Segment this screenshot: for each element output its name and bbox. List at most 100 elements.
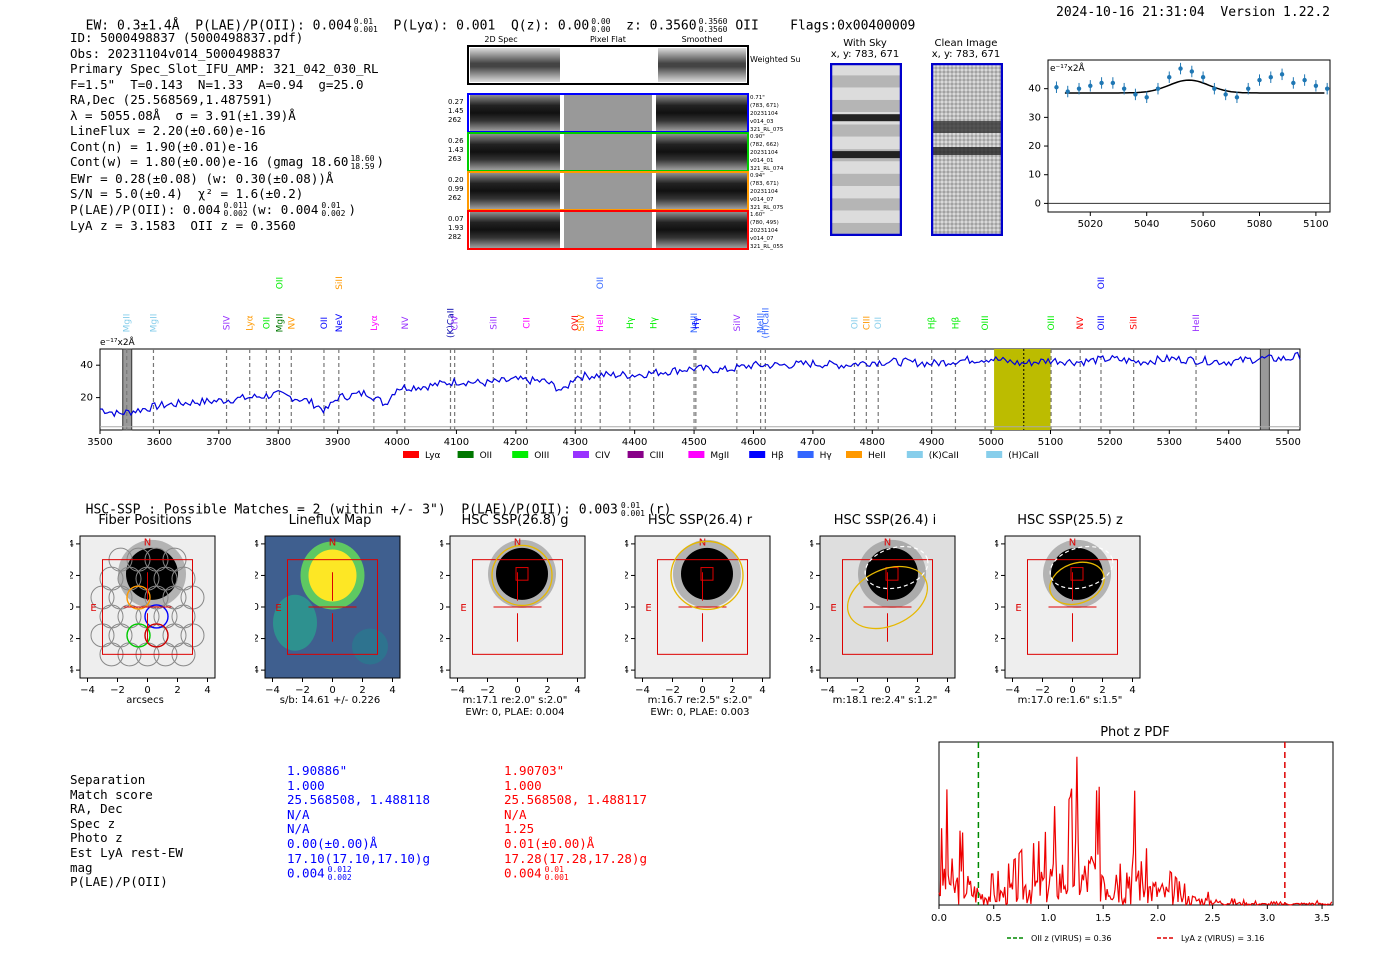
info-plae-w-end: ) xyxy=(348,201,356,217)
header-qz-sub: 0.00 xyxy=(591,25,611,34)
spectrum-line-label: NeIII xyxy=(757,313,767,333)
photz-legend-label: OII z (VIRUS) = 0.36 xyxy=(1031,934,1111,943)
table-cell: 0.00(±0.00)Å xyxy=(287,835,378,851)
hsc-match-sub: 0.001 xyxy=(620,509,645,518)
hsc-xtick: −2 xyxy=(665,685,680,696)
spectrum-xtick: 5100 xyxy=(1038,437,1063,448)
hsc-xtick: 2 xyxy=(729,685,735,696)
hsc-ytick: 0 xyxy=(255,602,259,613)
legend-swatch xyxy=(986,451,1003,458)
cutout-row-left-text: 263 xyxy=(448,155,461,163)
table-label: Photo z xyxy=(70,830,123,846)
table-label: RA, Dec xyxy=(70,801,123,817)
cutout-pixel-flat xyxy=(564,133,652,171)
spectrum-line-label: SIV xyxy=(223,315,233,330)
col1-sub: 0.002 xyxy=(327,873,352,883)
cutout-row-left-text: 0.26 xyxy=(448,137,464,145)
search-box xyxy=(842,559,933,655)
hsc-ytick: 0 xyxy=(625,602,629,613)
spectrum-line-label: (H)CaII xyxy=(761,308,771,339)
info-contw-row: Cont(w) = 1.80(±0.00)e-16 (gmag 18.60 18.… xyxy=(70,154,384,171)
cutout-row-right-text: 20231104 xyxy=(750,228,778,234)
cutout-row-right-text: v014_07 xyxy=(750,197,774,203)
source-blob xyxy=(496,547,548,600)
table-label: mag xyxy=(70,859,93,875)
hsc-xtick: 4 xyxy=(574,685,580,696)
table-label: Est LyA rest-EW xyxy=(70,844,183,860)
spectrum-line-label: SiIV xyxy=(733,314,743,332)
search-box xyxy=(472,559,563,655)
hsc-panel-title: HSC SSP(25.5) z xyxy=(1017,513,1123,528)
legend-swatch xyxy=(749,451,766,458)
hsc-xtick: 0 xyxy=(514,685,520,696)
spectrum-line-label: NV xyxy=(1076,316,1086,330)
spectrum-xtick: 5400 xyxy=(1216,437,1241,448)
zoom-data-point xyxy=(1144,95,1149,100)
info-obs: Obs: 20231104v014_5000498837 xyxy=(70,45,281,61)
header-z-sup: 0.3560 xyxy=(698,17,728,26)
weighted-sum-label: Weighted Sum xyxy=(750,55,800,64)
legend-label: HeII xyxy=(868,451,886,461)
hsc-ytick: 0 xyxy=(995,602,999,613)
spectrum-line-label: OII xyxy=(320,317,330,329)
fiber-highlight xyxy=(126,623,151,648)
hsc-ytick: −2 xyxy=(255,634,259,645)
weighted-sum-smoothed xyxy=(658,48,746,82)
spectrum-line-label: MgII xyxy=(123,314,133,333)
fiber-highlight xyxy=(126,585,151,610)
legend-label: Hβ xyxy=(771,451,784,461)
spectrum-line-label: SiIV xyxy=(577,314,587,332)
hsc-ytick: 4 xyxy=(625,539,629,550)
legend-swatch xyxy=(457,451,474,458)
hsc-xtick: −2 xyxy=(480,685,495,696)
hsc-panel: Lineflux Map N E −4 −4 −2 −2 0 0 2 2 4 4 s/b: 14.61 +… xyxy=(255,513,405,723)
aperture-ellipse xyxy=(846,565,929,630)
hsc-panel-title: HSC SSP(26.4) r xyxy=(647,513,753,528)
cutout-row-left-text: 282 xyxy=(448,233,461,241)
cutout-row-right-text: (783, 671) xyxy=(750,103,779,109)
spectrum-line-label: NeIII xyxy=(690,313,700,333)
cutout-row-left-text: 1.43 xyxy=(448,146,464,154)
clean-image-coords: x, y: 783, 671 xyxy=(931,49,1001,60)
info-contw-sub: 18.59 xyxy=(350,161,375,171)
cutout-row-right-text: 0.71" xyxy=(750,95,765,101)
hsc-xtick: 2 xyxy=(914,685,920,696)
hsc-xtick: −4 xyxy=(1005,685,1020,696)
zoom-data-point xyxy=(1291,80,1296,86)
cutout-row-right-text: 321_RL_075 xyxy=(750,127,784,133)
table-cell: 0.01(±0.00)Å xyxy=(504,835,595,851)
spectrum-line-label: OII xyxy=(275,277,285,289)
cutout-header-2d: 2D Spec xyxy=(484,35,517,44)
version: Version 1.22.2 xyxy=(1220,5,1330,20)
hsc-ytick: 0 xyxy=(810,602,814,613)
spectrum-xtick: 5300 xyxy=(1157,437,1182,448)
spectrum-ylabel: e⁻¹⁷x2Å xyxy=(100,336,136,348)
table-cell: N/A xyxy=(504,806,527,822)
col1-sup: 0.012 xyxy=(327,865,352,875)
hsc-ytick: 2 xyxy=(255,570,259,581)
north-marker: N xyxy=(699,537,706,548)
hsc-xtick: −2 xyxy=(1035,685,1050,696)
hsc-match-text: HSC-SSP : Possible Matches = 2 (within +… xyxy=(85,502,618,518)
photz-xtick: 0.0 xyxy=(931,913,947,924)
search-box xyxy=(657,559,748,655)
header-flags: Flags:0x00400009 xyxy=(790,18,916,34)
cutout-2d xyxy=(470,211,560,249)
legend-label: CIII xyxy=(650,451,664,461)
hsc-ytick: 2 xyxy=(810,570,814,581)
hsc-xtick: −2 xyxy=(295,685,310,696)
spectrum-xtick: 3800 xyxy=(265,437,290,448)
cutout-row-right-text: 20231104 xyxy=(750,150,778,156)
cutout-header-smoothed: Smoothed xyxy=(682,35,723,44)
legend-swatch xyxy=(573,451,589,458)
cutout-smoothed xyxy=(656,172,748,210)
match-marker xyxy=(515,567,529,581)
photz-xtick: 2.0 xyxy=(1150,913,1166,924)
hsc-ytick: −2 xyxy=(995,634,999,645)
photz-xtick: 1.5 xyxy=(1095,913,1111,924)
hsc-ytick: −4 xyxy=(995,665,999,676)
info-plae-sup: 0.011 xyxy=(223,201,248,210)
info-plae-w: (w: 0.004 xyxy=(250,201,319,217)
spectrum-line-label: OII xyxy=(1097,277,1107,289)
